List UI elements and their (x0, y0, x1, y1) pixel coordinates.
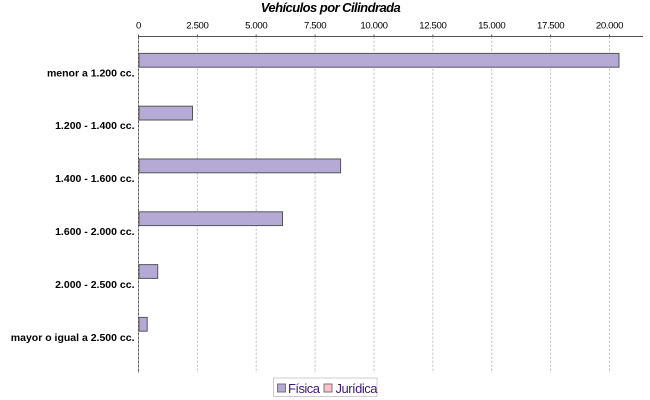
svg-text:2.000 - 2.500 cc.: 2.000 - 2.500 cc. (55, 279, 134, 291)
svg-text:Vehículos por Cilindrada: Vehículos por Cilindrada (261, 0, 401, 15)
svg-text:mayor o igual a 2.500 cc.: mayor o igual a 2.500 cc. (11, 332, 135, 344)
svg-text:1.600 - 2.000 cc.: 1.600 - 2.000 cc. (55, 226, 134, 238)
svg-text:0: 0 (136, 21, 141, 32)
svg-text:2.500: 2.500 (186, 21, 208, 32)
svg-text:10.000: 10.000 (360, 21, 387, 32)
svg-text:menor a 1.200 cc.: menor a 1.200 cc. (47, 67, 135, 79)
svg-text:Jurídica: Jurídica (336, 381, 379, 396)
svg-text:12.500: 12.500 (419, 21, 446, 32)
svg-text:5.000: 5.000 (245, 21, 267, 32)
svg-text:1.400 - 1.600 cc.: 1.400 - 1.600 cc. (55, 173, 134, 185)
svg-text:20.000: 20.000 (596, 21, 623, 32)
svg-text:1.200 - 1.400 cc.: 1.200 - 1.400 cc. (55, 120, 134, 132)
svg-text:Física: Física (288, 381, 321, 396)
svg-text:7.500: 7.500 (304, 21, 326, 32)
svg-text:15.000: 15.000 (478, 21, 505, 32)
svg-text:17.500: 17.500 (537, 21, 564, 32)
